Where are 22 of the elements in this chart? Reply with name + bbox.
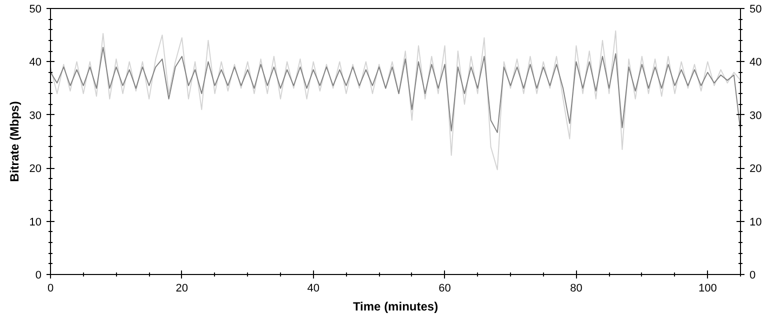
y2-tick-label: 10 (750, 216, 762, 228)
y2-tick-label: 50 (750, 4, 762, 16)
x-tick-label: 80 (570, 282, 582, 294)
x-tick-label: 60 (438, 282, 451, 294)
y-axis-title: Bitrate (Mbps) (7, 101, 22, 182)
y2-tick-label: 20 (750, 163, 762, 176)
line-series (50, 30, 740, 170)
y2-tick-label: 0 (750, 270, 756, 282)
x-tick-label: 100 (698, 282, 717, 294)
y2-tick-label: 30 (750, 110, 762, 122)
line-series (50, 46, 740, 133)
y-tick-label: 10 (29, 216, 42, 228)
y-tick-label: 50 (29, 4, 42, 16)
x-tick-label: 0 (47, 282, 54, 294)
x-tick-label: 20 (176, 282, 188, 294)
y-tick-label: 30 (29, 110, 42, 122)
y-tick-label: 0 (35, 270, 42, 282)
x-axis-title: Time (minutes) (352, 300, 438, 314)
y-tick-label: 40 (29, 56, 42, 69)
x-tick-label: 40 (307, 282, 320, 294)
y2-tick-label: 40 (750, 56, 762, 69)
y-tick-label: 20 (29, 163, 42, 176)
